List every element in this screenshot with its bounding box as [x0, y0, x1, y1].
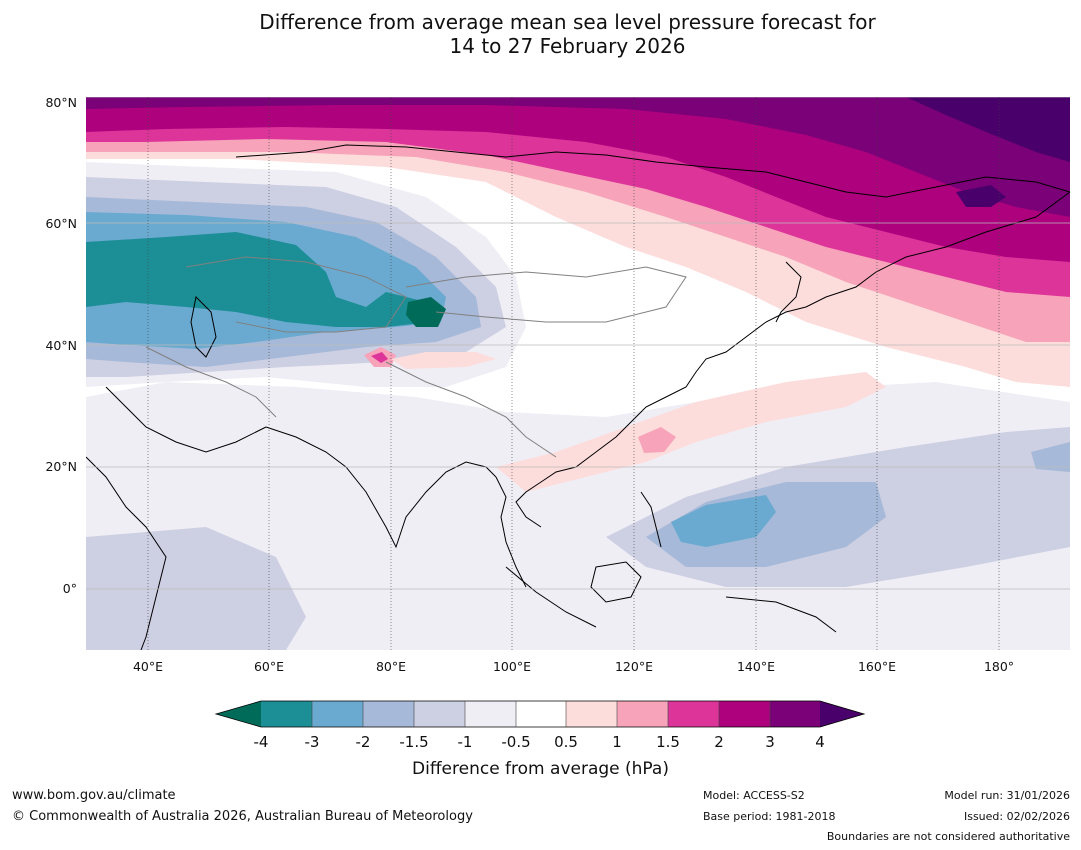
colorbar-tick-label: 3	[765, 733, 775, 751]
colorbar-under-triangle	[216, 701, 261, 727]
colorbar-bin-6	[516, 701, 566, 727]
contour-central-asia-neg6	[406, 297, 446, 327]
lat-label-40n: 40°N	[45, 338, 77, 353]
colorbar-tick-label: -4	[253, 733, 269, 751]
coastlines	[86, 144, 1070, 650]
colorbar-tick-label: 0.5	[554, 733, 578, 751]
contour-west-pacific-neg3	[671, 495, 776, 547]
border-iran	[145, 346, 277, 418]
colorbar-tick-label: -1.5	[399, 733, 429, 751]
coastline-philippines	[640, 491, 662, 548]
border-china-south	[385, 361, 557, 458]
footer-disclaimer: Boundaries are not considered authoritat…	[826, 830, 1070, 843]
anomaly-contours	[86, 97, 1070, 650]
coastline-new-guinea	[725, 596, 837, 633]
coastline-arabia	[105, 386, 267, 453]
contour-south-indian-neg	[86, 527, 306, 650]
contour-north-pos5	[86, 97, 1070, 217]
coastline-caspian	[190, 295, 217, 358]
lon-label-180: 180°	[983, 659, 1015, 674]
colorbar-dividers	[311, 701, 771, 727]
colorbar-tick-label: 2	[714, 733, 724, 751]
lat-label-0: 0°	[62, 581, 77, 596]
contour-central-asia-neg5	[86, 232, 431, 327]
colorbar-bin-11	[770, 701, 820, 727]
lon-label-140e: 140°E	[736, 659, 775, 674]
coastline-sumatra	[505, 566, 597, 628]
footer-base-period: Base period: 1981-2018	[703, 810, 836, 823]
footer-issued: Issued: 02/02/2026	[963, 810, 1070, 823]
coastline-arctic	[235, 144, 1070, 198]
contour-tibet-tail	[391, 352, 496, 369]
colorbar-bin-5	[465, 701, 516, 727]
lon-label-60e: 60°E	[253, 659, 285, 674]
title-line-1: Difference from average mean sea level p…	[259, 10, 876, 34]
colorbar-bin-7	[566, 701, 617, 727]
colorbar-bin-3	[363, 701, 414, 727]
coastline-africa	[86, 456, 167, 650]
lon-label-160e: 160°E	[857, 659, 896, 674]
contour-tibet-pos2	[371, 352, 388, 363]
colorbar-bin-4	[414, 701, 465, 727]
contour-china-pos	[496, 372, 886, 492]
footer-model-run: Model run: 31/01/2026	[944, 789, 1070, 802]
country-borders	[145, 256, 687, 458]
footer-copyright: © Commonwealth of Australia 2026, Austra…	[12, 809, 473, 824]
colorbar-bin-1	[261, 701, 312, 727]
lon-label-40e: 40°E	[132, 659, 164, 674]
colorbar-bin-10	[719, 701, 770, 727]
colorbar-title: Difference from average (hPa)	[412, 759, 669, 779]
border-kazakhstan	[185, 256, 407, 333]
contour-kamchatka-pos6	[956, 185, 1006, 207]
title-line-2: 14 to 27 February 2026	[449, 34, 686, 58]
lat-label-80n: 80°N	[45, 95, 77, 110]
colorbar-bin-2	[312, 701, 363, 727]
colorbar-tick-label: -0.5	[501, 733, 531, 751]
map-title: Difference from average mean sea level p…	[0, 10, 1081, 58]
colorbar-tick-label: 4	[815, 733, 825, 751]
graticule	[86, 97, 1070, 650]
footer-model: Model: ACCESS-S2	[703, 789, 805, 802]
colorbar-tick-label: 1	[612, 733, 622, 751]
contour-north-pos6	[906, 97, 1070, 162]
lon-label-80e: 80°E	[375, 659, 407, 674]
coastline-borneo	[590, 561, 642, 603]
colorbar-tick-label: -1	[457, 733, 473, 751]
coastline-japan	[775, 261, 802, 323]
contour-east-pacific-neg	[1031, 442, 1070, 472]
colorbar-tick-label: -2	[355, 733, 371, 751]
colorbar-tick-label: -3	[304, 733, 320, 751]
coastline-east-asia	[515, 191, 1070, 528]
lon-label-100e: 100°E	[492, 659, 531, 674]
colorbar-outline	[214, 700, 866, 728]
colorbar-over-triangle	[820, 701, 864, 727]
lat-label-20n: 20°N	[45, 459, 77, 474]
contour-china-pos2	[638, 427, 676, 453]
border-mongolia	[405, 266, 687, 323]
colorbar-tick-label: 1.5	[656, 733, 680, 751]
coastline-indochina	[495, 476, 527, 588]
colorbar-bin-8	[617, 701, 668, 727]
lat-label-60n: 60°N	[45, 216, 77, 231]
coastline-india	[265, 426, 497, 549]
footer-url-link[interactable]: www.bom.gov.au/climate	[12, 788, 176, 803]
lon-label-120e: 120°E	[614, 659, 653, 674]
colorbar	[214, 700, 866, 728]
pressure-anomaly-map	[86, 97, 1070, 650]
map-panel	[86, 97, 1070, 650]
colorbar-bin-9	[668, 701, 719, 727]
